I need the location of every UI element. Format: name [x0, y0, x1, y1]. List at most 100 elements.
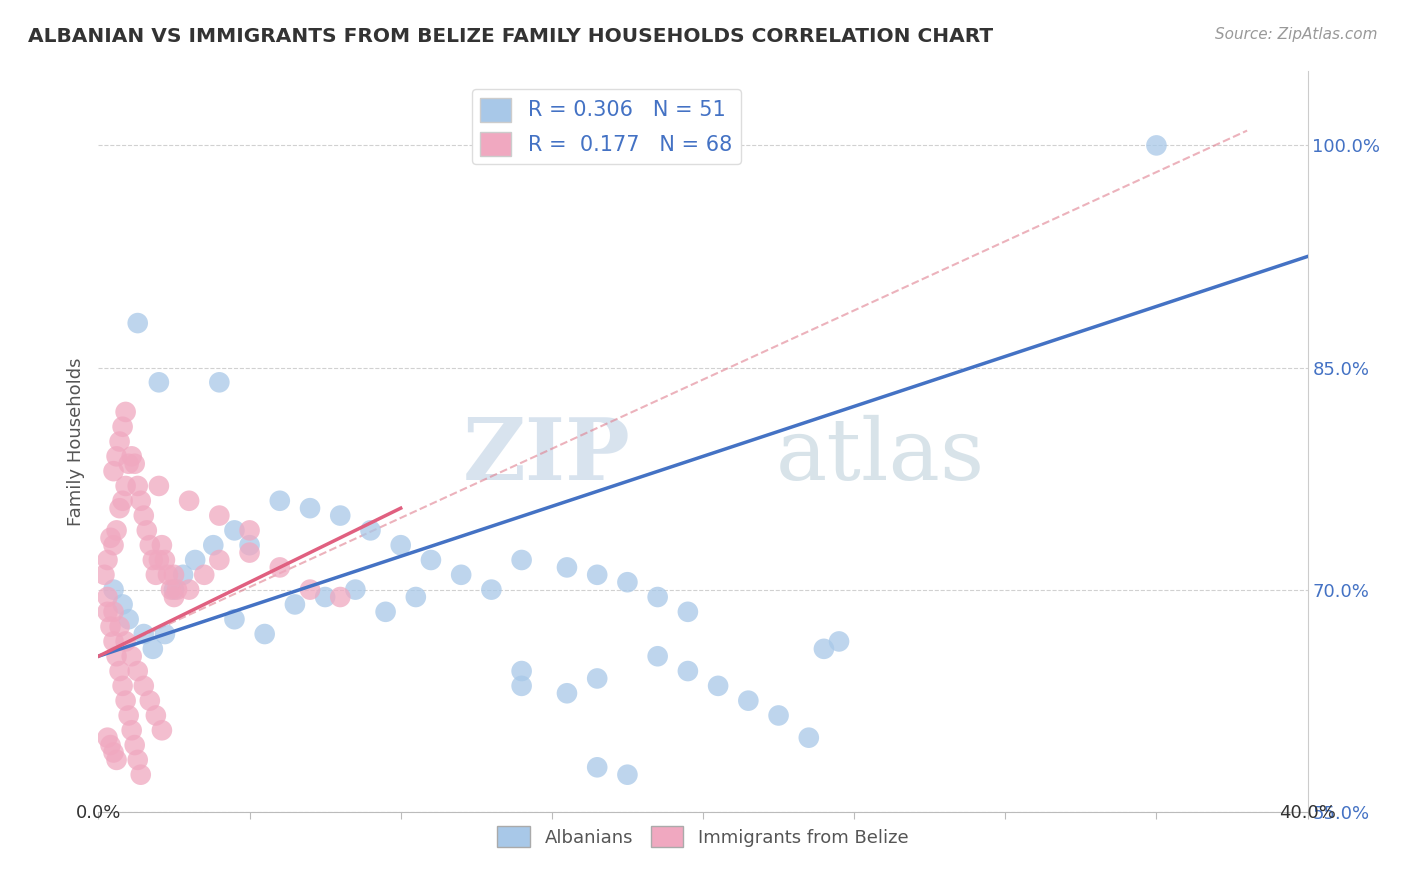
- Point: [676, 605, 699, 619]
- Point: [111, 419, 134, 434]
- Point: [314, 590, 336, 604]
- Point: [96, 553, 118, 567]
- Point: [284, 598, 307, 612]
- Point: [103, 464, 125, 478]
- Point: [129, 768, 152, 782]
- Point: [103, 538, 125, 552]
- Point: [142, 553, 165, 567]
- Point: [111, 598, 134, 612]
- Text: ZIP: ZIP: [463, 415, 630, 499]
- Point: [153, 627, 176, 641]
- Point: [114, 405, 136, 419]
- Point: [111, 493, 134, 508]
- Point: [179, 493, 201, 508]
- Point: [105, 753, 128, 767]
- Point: [647, 590, 669, 604]
- Point: [224, 612, 246, 626]
- Point: [96, 590, 118, 604]
- Point: [105, 649, 128, 664]
- Legend: Albanians, Immigrants from Belize: Albanians, Immigrants from Belize: [491, 819, 915, 855]
- Text: 0.0%: 0.0%: [76, 805, 121, 822]
- Point: [156, 567, 179, 582]
- Point: [121, 723, 143, 738]
- Point: [239, 538, 262, 552]
- Point: [172, 567, 194, 582]
- Point: [510, 679, 533, 693]
- Point: [269, 560, 291, 574]
- Point: [299, 582, 322, 597]
- Point: [586, 567, 609, 582]
- Point: [142, 641, 165, 656]
- Point: [586, 672, 609, 686]
- Text: atlas: atlas: [776, 415, 984, 498]
- Point: [797, 731, 820, 745]
- Point: [127, 316, 149, 330]
- Point: [114, 634, 136, 648]
- Point: [344, 582, 367, 597]
- Point: [105, 524, 128, 538]
- Point: [329, 590, 352, 604]
- Point: [360, 524, 382, 538]
- Point: [118, 457, 141, 471]
- Point: [166, 582, 188, 597]
- Point: [510, 553, 533, 567]
- Point: [121, 450, 143, 464]
- Text: Source: ZipAtlas.com: Source: ZipAtlas.com: [1215, 27, 1378, 42]
- Point: [132, 679, 155, 693]
- Point: [253, 627, 276, 641]
- Point: [150, 538, 173, 552]
- Point: [163, 567, 186, 582]
- Point: [103, 582, 125, 597]
- Point: [405, 590, 427, 604]
- Point: [150, 723, 173, 738]
- Point: [132, 508, 155, 523]
- Point: [555, 686, 578, 700]
- Point: [96, 731, 118, 745]
- Point: [108, 664, 131, 678]
- Point: [481, 582, 503, 597]
- Point: [103, 746, 125, 760]
- Point: [510, 664, 533, 678]
- Point: [100, 619, 122, 633]
- Point: [111, 679, 134, 693]
- Point: [108, 619, 131, 633]
- Point: [100, 531, 122, 545]
- Point: [586, 760, 609, 774]
- Point: [389, 538, 412, 552]
- Point: [145, 567, 167, 582]
- Point: [121, 649, 143, 664]
- Point: [208, 508, 231, 523]
- Point: [224, 524, 246, 538]
- Point: [676, 664, 699, 678]
- Point: [179, 582, 201, 597]
- Point: [127, 479, 149, 493]
- Point: [118, 708, 141, 723]
- Y-axis label: Family Households: Family Households: [66, 358, 84, 525]
- Point: [93, 567, 115, 582]
- Point: [647, 649, 669, 664]
- Point: [239, 524, 262, 538]
- Point: [135, 524, 157, 538]
- Point: [707, 679, 730, 693]
- Point: [118, 612, 141, 626]
- Point: [184, 553, 207, 567]
- Point: [153, 553, 176, 567]
- Text: 40.0%: 40.0%: [1279, 805, 1336, 822]
- Point: [616, 768, 638, 782]
- Point: [127, 753, 149, 767]
- Point: [329, 508, 352, 523]
- Point: [139, 694, 162, 708]
- Text: ALBANIAN VS IMMIGRANTS FROM BELIZE FAMILY HOUSEHOLDS CORRELATION CHART: ALBANIAN VS IMMIGRANTS FROM BELIZE FAMIL…: [28, 27, 993, 45]
- Point: [374, 605, 396, 619]
- Point: [124, 738, 146, 752]
- Point: [1144, 138, 1167, 153]
- Point: [114, 479, 136, 493]
- Point: [103, 634, 125, 648]
- Point: [96, 605, 118, 619]
- Point: [124, 457, 146, 471]
- Point: [737, 694, 759, 708]
- Point: [129, 493, 152, 508]
- Point: [163, 590, 186, 604]
- Point: [616, 575, 638, 590]
- Point: [127, 664, 149, 678]
